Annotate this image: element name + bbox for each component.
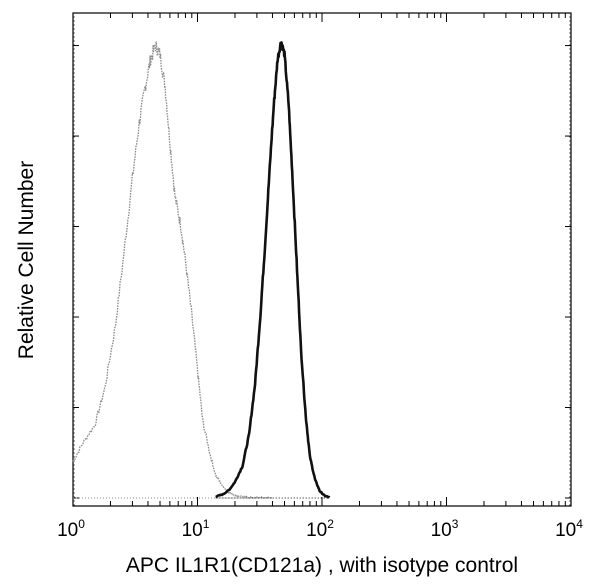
series-layer [72, 41, 331, 499]
isotype-control-histogram-line [72, 41, 273, 499]
sample-histogram-line [215, 41, 331, 499]
x-tick-label: 101 [182, 517, 210, 541]
x-tick-labels: 100 101 102 103 104 [57, 517, 583, 541]
x-axis-title: APC IL1R1(CD121a) , with isotype control [126, 554, 518, 577]
x-tick-label: 104 [555, 517, 583, 541]
y-axis-title: Relative Cell Number [15, 161, 38, 359]
x-tick-label: 100 [57, 517, 85, 541]
x-tick-label: 103 [431, 517, 459, 541]
plot-area [72, 12, 572, 507]
plot-frame [72, 12, 572, 507]
x-tick-label: 102 [306, 517, 334, 541]
axis-ticks [72, 13, 572, 506]
